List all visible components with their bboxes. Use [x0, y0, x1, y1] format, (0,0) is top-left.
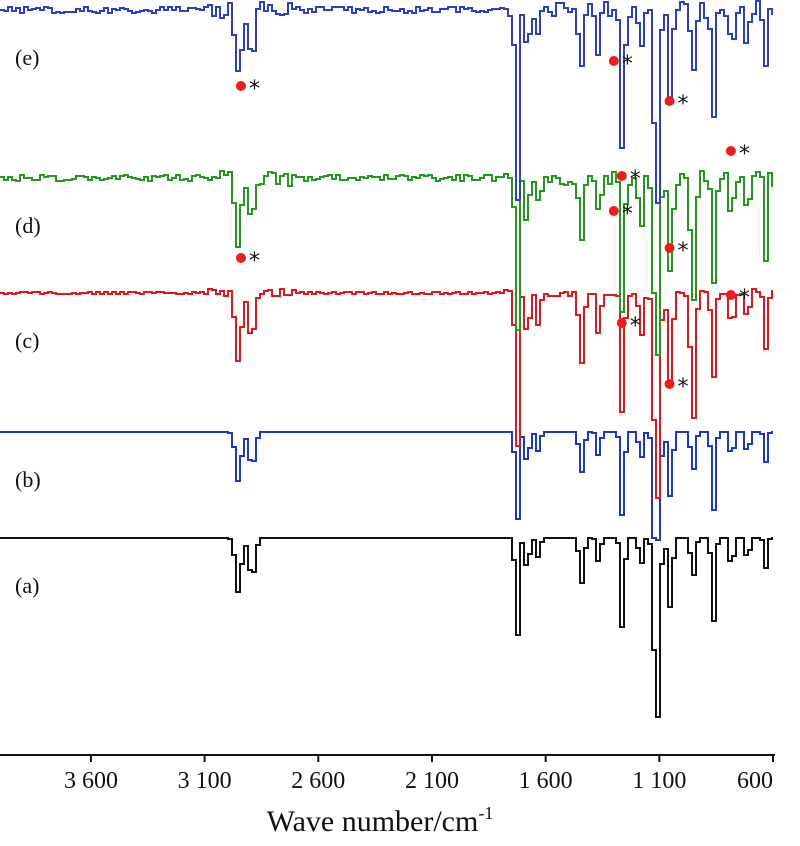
peak-marker: * — [616, 167, 641, 192]
peak-marker-star: * — [249, 249, 260, 274]
peak-marker: * — [235, 249, 260, 274]
peak-markers: * * * * * * * * * * * — [235, 52, 750, 400]
peak-marker: * — [725, 286, 750, 311]
peak-marker: * — [664, 92, 689, 117]
peak-marker-dot — [725, 146, 736, 156]
peak-marker: * — [608, 202, 633, 227]
x-tick-label: 600 — [737, 768, 773, 794]
spectrum-line-e — [0, 0, 773, 204]
peak-marker-dot — [725, 290, 736, 300]
x-tick-label: 3 600 — [64, 768, 118, 794]
peak-marker-star: * — [678, 239, 689, 264]
peak-marker: * — [664, 375, 689, 400]
spectrum-line-a — [0, 537, 773, 718]
peak-marker-star: * — [622, 202, 633, 227]
x-tick-label: 1 100 — [632, 768, 686, 794]
spectrum-line-b — [0, 431, 773, 541]
peak-marker-dot — [664, 243, 675, 253]
peak-marker-star: * — [678, 92, 689, 117]
peak-marker-dot — [664, 379, 675, 389]
peak-marker-dot — [235, 253, 246, 263]
peak-marker-star: * — [739, 142, 750, 167]
curve-label-e: (e) — [15, 45, 39, 70]
x-tick-label: 2 600 — [291, 768, 345, 794]
spectrum-line-d — [0, 170, 773, 356]
curve-label-c: (c) — [15, 328, 39, 353]
peak-marker-star: * — [630, 314, 641, 339]
peak-marker: * — [616, 314, 641, 339]
peak-marker-star: * — [678, 375, 689, 400]
x-axis-title-superscript: -1 — [478, 803, 493, 823]
curve-labels: (a) (b) (c) (d) (e) — [15, 45, 41, 598]
peak-marker: * — [725, 142, 750, 167]
peak-marker: * — [608, 52, 633, 77]
x-tick-label: 1 600 — [519, 768, 573, 794]
peak-marker: * — [235, 77, 260, 102]
peak-marker-dot — [616, 171, 627, 181]
x-axis: 3 600 3 100 2 600 2 100 1 600 1 100 600 — [0, 754, 775, 794]
spectra-curves — [0, 0, 773, 718]
x-tick-label: 2 100 — [405, 768, 459, 794]
peak-marker-dot — [608, 56, 619, 66]
x-axis-ticks: 3 600 3 100 2 600 2 100 1 600 1 100 600 — [64, 755, 774, 794]
peak-marker-dot — [616, 318, 627, 328]
peak-marker-dot — [235, 81, 246, 91]
curve-label-b: (b) — [15, 467, 41, 492]
curve-label-a: (a) — [15, 573, 39, 598]
peak-marker: * — [664, 239, 689, 264]
peak-marker-star: * — [622, 52, 633, 77]
peak-marker-star: * — [739, 286, 750, 311]
x-tick-label: 3 100 — [178, 768, 232, 794]
peak-marker-dot — [664, 96, 675, 106]
x-axis-title: Wave number/cm-1 — [267, 803, 494, 838]
x-axis-title-main: Wave number/cm — [267, 805, 479, 838]
peak-marker-star: * — [630, 167, 641, 192]
peak-marker-star: * — [249, 77, 260, 102]
spectrum-line-c — [0, 288, 773, 499]
peak-marker-dot — [608, 206, 619, 216]
curve-label-d: (d) — [15, 213, 41, 238]
